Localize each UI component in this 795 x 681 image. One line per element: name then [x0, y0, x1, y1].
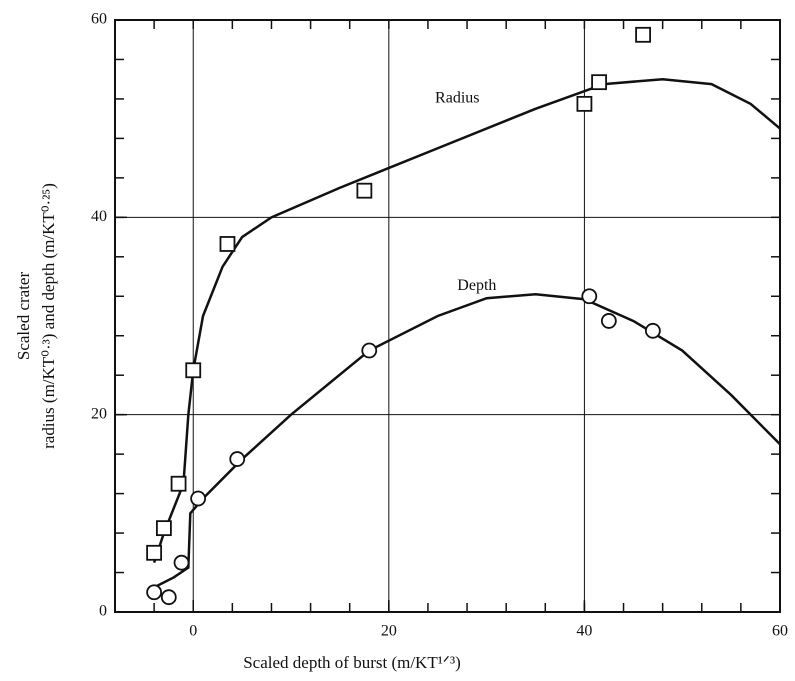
square-marker	[146, 544, 163, 561]
circle-marker	[361, 342, 378, 359]
circle-marker	[190, 490, 207, 507]
x-tick-label: 0	[189, 623, 197, 640]
y-axis-label: Scaled crater	[14, 272, 33, 361]
circle-marker	[146, 584, 163, 601]
y-tick-label: 40	[91, 208, 107, 225]
y-axis-label: radius (m/KT⁰·³) and depth (m/KT⁰·²⁵)	[39, 183, 58, 449]
fit-curve	[153, 293, 781, 589]
x-tick-label: 60	[772, 623, 788, 640]
circle-marker	[644, 322, 661, 339]
square-marker	[155, 520, 172, 537]
x-axis-label: Scaled depth of burst (m/KT¹ᐟ³)	[243, 653, 461, 672]
square-marker	[170, 475, 187, 492]
x-tick-label: 20	[381, 623, 397, 640]
curve-label: Radius	[435, 90, 479, 107]
square-marker	[356, 182, 373, 199]
circle-marker	[173, 554, 190, 571]
square-marker	[635, 26, 651, 43]
y-tick-label: 20	[91, 405, 107, 422]
square-marker	[185, 362, 202, 379]
square-marker	[219, 236, 236, 252]
square-marker	[591, 74, 607, 91]
fit-curve	[152, 77, 781, 564]
circle-marker	[581, 288, 598, 305]
y-tick-label: 0	[99, 603, 107, 620]
x-tick-label: 40	[576, 623, 592, 640]
y-tick-label: 60	[91, 11, 107, 28]
circle-marker	[229, 451, 246, 467]
plot-frame	[114, 19, 781, 613]
square-marker	[576, 95, 593, 112]
circle-marker	[160, 589, 177, 606]
curve-label: Depth	[457, 277, 496, 294]
circle-marker	[600, 313, 617, 329]
